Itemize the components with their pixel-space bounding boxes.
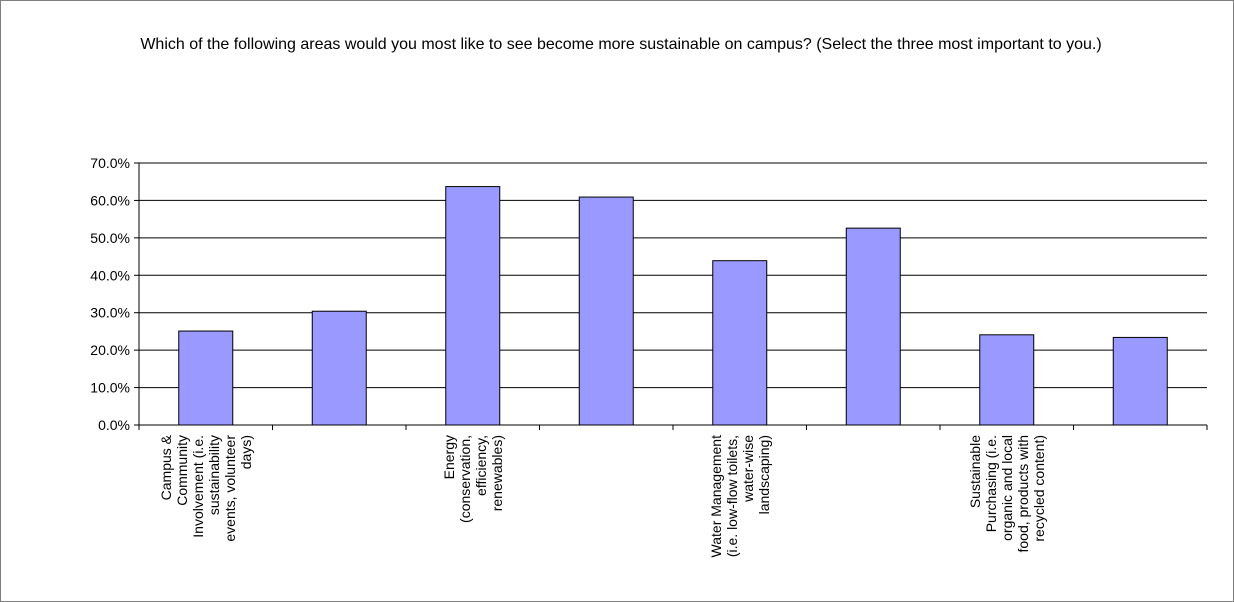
x-category-label: Purchasing (i.e.	[983, 435, 999, 532]
x-category-label: organic and local	[999, 435, 1015, 541]
x-category-label: food, products with	[1015, 435, 1031, 553]
x-category-label: recycled content)	[1031, 435, 1047, 542]
bar	[846, 228, 900, 425]
x-category-label: Community	[174, 435, 190, 506]
x-category-label: Energy	[441, 435, 457, 479]
x-category-label: landscaping)	[756, 435, 772, 514]
bar	[579, 197, 633, 425]
x-category-label: renewables)	[489, 435, 505, 511]
y-tick-label: 0.0%	[98, 417, 130, 433]
x-category-label: Involvement (i.e.	[190, 435, 206, 538]
x-category-label: days)	[238, 435, 254, 469]
x-category-label: (conservation,	[457, 435, 473, 523]
x-category-label: events, volunteer	[222, 435, 238, 542]
y-tick-label: 70.0%	[90, 155, 130, 171]
bar	[1113, 337, 1167, 425]
x-category-label: efficiency,	[473, 435, 489, 496]
bar	[980, 335, 1034, 425]
bar	[179, 331, 233, 425]
y-tick-label: 20.0%	[90, 342, 130, 358]
x-category-label: sustainability	[206, 435, 222, 515]
y-tick-label: 50.0%	[90, 230, 130, 246]
x-category-label: Campus &	[158, 434, 174, 500]
x-category-label: water-wise	[740, 435, 756, 503]
y-tick-label: 60.0%	[90, 192, 130, 208]
bar	[446, 187, 500, 425]
y-tick-label: 30.0%	[90, 305, 130, 321]
bar	[713, 261, 767, 425]
x-category-label: (i.e. low-flow toilets,	[724, 435, 740, 557]
x-category-label: Water Management	[708, 435, 724, 558]
x-category-label: Sustainable	[967, 435, 983, 508]
bar	[312, 311, 366, 425]
y-tick-label: 40.0%	[90, 267, 130, 283]
y-tick-label: 10.0%	[90, 380, 130, 396]
